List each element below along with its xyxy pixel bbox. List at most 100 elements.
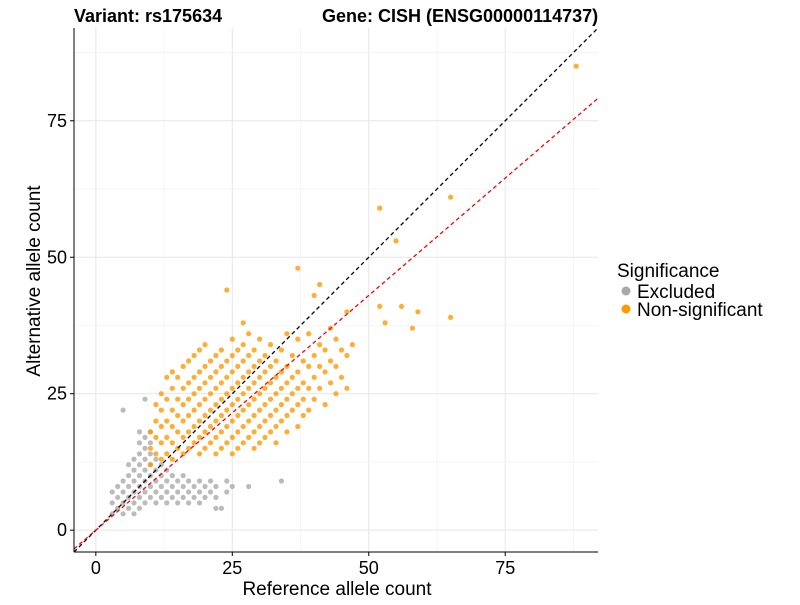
legend: Significance Excluded Non-significant	[617, 261, 763, 321]
data-point	[191, 391, 197, 397]
data-point	[240, 391, 246, 397]
data-point	[158, 407, 164, 413]
data-point	[278, 347, 284, 353]
data-point	[306, 385, 312, 391]
y-axis-title: Alternative allele count	[24, 185, 45, 377]
data-point	[213, 505, 219, 511]
data-point	[224, 489, 230, 495]
data-point	[213, 494, 219, 500]
data-point	[262, 385, 268, 391]
data-point	[317, 385, 323, 391]
data-points	[109, 63, 579, 517]
data-point	[289, 352, 295, 359]
data-point	[164, 489, 170, 495]
data-point	[300, 380, 306, 386]
data-point	[229, 451, 235, 457]
x-tick-label: 25	[222, 558, 242, 578]
data-point	[191, 374, 197, 380]
data-point	[136, 429, 143, 435]
data-point	[295, 369, 301, 375]
data-point	[224, 391, 230, 397]
data-point	[246, 385, 252, 391]
data-point	[327, 358, 334, 364]
data-point	[284, 412, 290, 419]
data-point	[147, 445, 153, 451]
data-point	[126, 505, 132, 511]
legend-label-non-significant: Non-significant	[637, 300, 763, 321]
data-point	[393, 238, 399, 244]
data-point	[147, 440, 153, 446]
data-point	[333, 363, 339, 369]
data-point	[300, 396, 306, 402]
data-point	[278, 385, 284, 391]
data-point	[136, 462, 143, 468]
data-point	[398, 303, 405, 309]
data-point	[262, 369, 268, 375]
data-point	[289, 407, 295, 413]
data-point	[196, 489, 203, 495]
data-point	[196, 478, 203, 484]
data-point	[207, 391, 214, 397]
reference-line-identity	[74, 28, 598, 552]
data-point	[120, 489, 126, 495]
data-point	[262, 402, 268, 408]
data-point	[311, 292, 317, 299]
data-point	[147, 494, 153, 500]
data-point	[273, 407, 279, 413]
data-point	[180, 402, 186, 408]
data-point	[213, 451, 219, 457]
data-point	[295, 423, 301, 430]
data-point	[246, 434, 252, 440]
data-point	[186, 489, 192, 495]
data-point	[169, 494, 175, 500]
data-point	[207, 478, 214, 484]
data-point	[202, 380, 208, 386]
data-point	[164, 500, 170, 506]
data-point	[207, 489, 214, 495]
data-point	[164, 418, 170, 424]
data-point	[196, 434, 203, 440]
data-point	[153, 456, 159, 462]
data-point	[213, 369, 219, 375]
y-tick-label: 75	[47, 111, 67, 131]
data-point	[278, 478, 284, 484]
data-point	[147, 462, 153, 468]
data-point	[109, 500, 115, 506]
data-point	[235, 396, 241, 402]
data-point	[273, 358, 279, 364]
data-point	[180, 473, 186, 479]
data-point	[267, 380, 274, 386]
data-point	[284, 380, 290, 386]
x-tick-label: 50	[359, 558, 379, 578]
reference-line-fit	[74, 97, 598, 550]
data-point	[229, 483, 235, 490]
data-point	[448, 314, 454, 320]
data-point	[333, 336, 339, 342]
data-point	[235, 429, 241, 435]
data-point	[311, 374, 317, 380]
data-point	[196, 500, 203, 506]
data-point	[158, 456, 164, 462]
data-point	[186, 380, 192, 386]
data-point	[164, 451, 170, 457]
data-point	[213, 418, 219, 424]
data-point	[240, 423, 246, 430]
legend-swatch-non-significant	[621, 304, 631, 314]
data-point	[153, 500, 159, 506]
data-point	[246, 483, 252, 490]
data-point	[180, 363, 186, 369]
data-point	[142, 489, 148, 495]
data-point	[327, 380, 334, 386]
y-tick-label: 0	[57, 520, 67, 540]
data-point	[229, 369, 235, 375]
data-point	[218, 347, 224, 353]
legend-label-excluded: Excluded	[637, 282, 715, 303]
data-point	[136, 505, 143, 511]
data-point	[251, 347, 257, 353]
data-point	[175, 396, 181, 402]
data-point	[344, 385, 350, 391]
data-point	[295, 336, 301, 342]
data-point	[202, 396, 208, 402]
data-point	[251, 380, 257, 386]
